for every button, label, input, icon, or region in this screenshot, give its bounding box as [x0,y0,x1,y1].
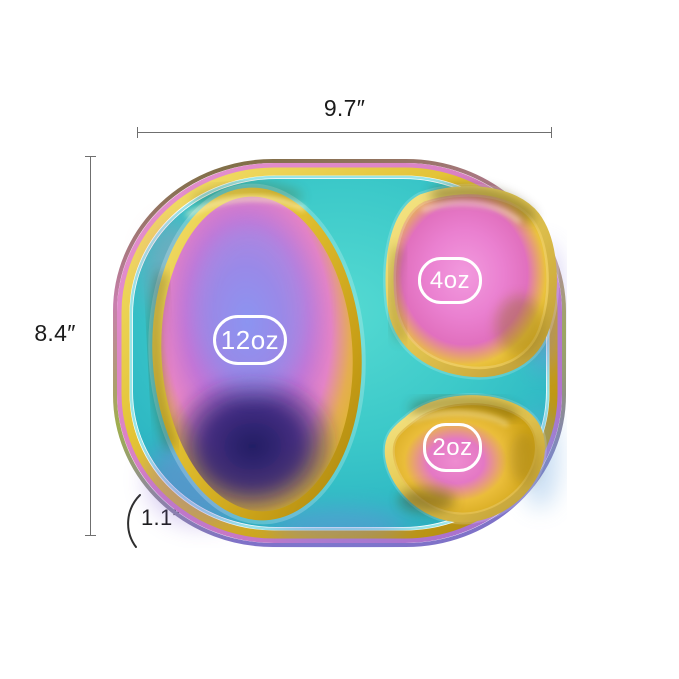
height-dimension-label: 8.4″ [34,320,76,346]
width-dimension-label: 9.7″ [323,95,366,121]
width-dimension-line [137,125,552,141]
divided-plate-photo [113,159,566,547]
capacity-label-12oz: 12oz [213,315,287,365]
capacity-label-4oz: 4oz [418,257,482,304]
compartment-large [148,183,366,525]
depth-arc-icon [127,494,141,548]
height-dimension-line [83,156,99,536]
capacity-label-2oz: 2oz [423,423,482,472]
